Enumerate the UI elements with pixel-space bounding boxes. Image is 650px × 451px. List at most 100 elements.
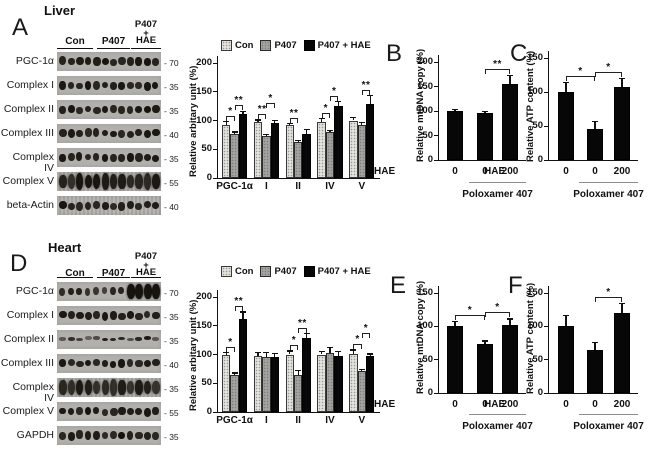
error-bar (509, 318, 511, 325)
blot-strip (57, 196, 161, 215)
error-bar (565, 315, 567, 327)
group-underline (579, 414, 638, 415)
blot-band (135, 152, 143, 162)
blot-band (152, 154, 160, 162)
bar-p407-hae (334, 356, 343, 412)
blot-band (67, 310, 75, 320)
y-tick-label: 50 (532, 120, 543, 131)
bar-p407-hae (238, 114, 248, 178)
blot-band (76, 173, 84, 190)
error-bar-cap (350, 117, 357, 119)
bar-p407 (262, 136, 271, 178)
lane-group-label: Con (65, 268, 85, 279)
sig-label: * (228, 336, 233, 348)
blot-band (126, 311, 135, 320)
bar-hae (502, 84, 518, 160)
error-bar (225, 120, 227, 125)
y-tick-label: 150 (417, 80, 433, 92)
error-bar (352, 117, 354, 121)
x-category-label: IV (325, 181, 335, 192)
sig-bracket (234, 104, 243, 110)
x-tick-label: 0 (563, 166, 569, 177)
blot-band (101, 311, 109, 321)
y-tick (213, 177, 217, 179)
blot-band (93, 80, 100, 90)
error-bar-cap (271, 119, 278, 122)
error-bar (306, 129, 308, 134)
y-tick-label: 150 (527, 52, 543, 63)
blot-strip (57, 378, 161, 397)
error-bar-cap (255, 119, 261, 121)
error-bar-cap (452, 108, 458, 110)
heart-section-title: Heart (48, 240, 82, 255)
bar-p407 (325, 352, 335, 412)
blot-band (101, 81, 109, 89)
sig-label: ** (257, 104, 267, 116)
error-bar-cap (263, 133, 270, 135)
blot-band (126, 105, 134, 114)
sig-bracket (353, 344, 362, 350)
blot-band (59, 407, 66, 415)
error-bar-cap (563, 315, 569, 317)
blot-band (59, 432, 67, 440)
legend-label: P407 (274, 266, 297, 277)
legend-label: Con (235, 266, 254, 277)
y-tick (544, 359, 548, 361)
legend-item: P407 + HAE (303, 266, 371, 277)
blot-band (67, 128, 76, 138)
sig-label: * (331, 85, 337, 97)
x-tick-label: 0 (563, 399, 569, 410)
blot-band (143, 336, 151, 340)
error-bar-cap (240, 110, 246, 112)
blot-band (93, 359, 101, 367)
blot-band (135, 432, 143, 439)
error-bar-cap (507, 75, 513, 77)
group-underline (469, 414, 526, 415)
bar-hae (477, 112, 493, 160)
blot-band (101, 409, 108, 416)
bar-p407-hae (270, 357, 279, 412)
legend-item: P407 (260, 40, 297, 51)
blot-band (126, 200, 134, 209)
blot-row-label: GAPDH (16, 429, 54, 441)
error-bar-cap (240, 311, 246, 313)
sig-label: * (228, 105, 233, 117)
x-category-label: II (295, 415, 301, 426)
lane-group-label: P407 (101, 268, 126, 279)
blot-strip (57, 52, 161, 71)
x-tick-label: 0 (592, 166, 598, 177)
blot-strip (57, 354, 161, 373)
error-bar-cap (350, 349, 357, 351)
y-tick-label: 0 (537, 154, 543, 165)
blot-band (110, 379, 118, 396)
x-category-label: V (358, 181, 366, 192)
blot-band (67, 174, 76, 189)
blot-band (101, 154, 109, 163)
blot-band (143, 58, 151, 66)
bar-con (253, 356, 263, 412)
blot-band (76, 360, 84, 368)
bar-hae (502, 325, 518, 393)
mw-marker: - 35 (164, 384, 179, 394)
legend-swatch-bar-con (221, 266, 232, 277)
error-bar (621, 77, 623, 87)
chart-legend: Con P407 P407 + HAE (221, 40, 371, 51)
blot-band (59, 154, 66, 162)
group-underline (579, 182, 638, 183)
group-underline-label: Poloxamer 407 (462, 189, 533, 200)
error-bar (509, 75, 511, 85)
y-tick (434, 110, 438, 112)
y-tick (434, 135, 438, 137)
bar-p407-hae (366, 355, 375, 412)
blot-band (76, 379, 84, 396)
y-tick-label: 100 (527, 86, 543, 97)
error-bar-cap (303, 332, 310, 334)
bar-p407-hae (334, 105, 343, 178)
blot-band (135, 312, 143, 320)
y-tick (544, 125, 548, 127)
blot-band (59, 311, 67, 319)
y-tick (544, 159, 548, 161)
error-bar-cap (223, 120, 230, 122)
y-tick (434, 292, 438, 294)
y-tick-label: 200 (417, 56, 433, 67)
